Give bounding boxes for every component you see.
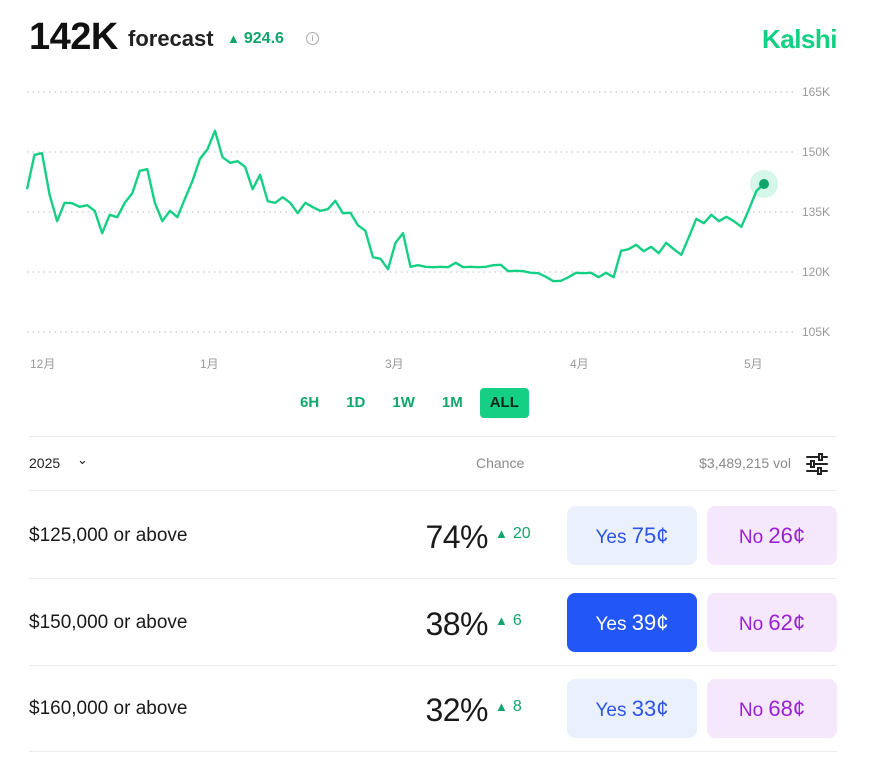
x-tick-label: 5月 [744, 357, 763, 371]
divider [29, 665, 837, 666]
x-tick-label: 12月 [30, 357, 55, 371]
markets-toolbar: 2025 ⌄ Chance $3,489,215 vol [29, 437, 837, 490]
time-range-selector: 6H 1D 1W 1M ALL [290, 388, 536, 418]
x-tick-label: 1月 [200, 357, 219, 371]
up-triangle-icon: ▲ [227, 31, 240, 46]
y-axis: 165K 150K 135K 120K 105K [802, 85, 830, 339]
yes-label: Yes [595, 614, 627, 635]
market-chance: 74% [425, 519, 488, 555]
price-chart[interactable]: 165K 150K 135K 120K 105K 12月 1月 3月 4月 5月 [0, 80, 871, 380]
market-change-value: 20 [512, 525, 531, 542]
market-label: $160,000 or above [29, 698, 188, 719]
y-tick-label: 135K [802, 205, 830, 219]
yes-price: 75¢ [631, 523, 669, 548]
market-row[interactable]: $150,000 or above 38% ▲ 6 Yes 39¢ No 62¢ [29, 578, 837, 664]
forecast-change: ▲ 924.6 [227, 30, 284, 48]
no-price: 68¢ [768, 696, 806, 721]
divider [29, 578, 837, 579]
no-label: No [738, 614, 764, 635]
y-tick-label: 165K [802, 85, 830, 99]
market-change: ▲ 6 [495, 612, 522, 630]
yes-label: Yes [595, 700, 627, 721]
filter-sliders-icon[interactable] [805, 452, 829, 476]
range-button-all[interactable]: ALL [479, 388, 529, 418]
market-label: $150,000 or above [29, 612, 188, 633]
buy-yes-button[interactable]: Yes 39¢ [567, 593, 697, 652]
header: 142K forecast ▲ 924.6 i Kalshi [29, 14, 838, 62]
buy-no-button[interactable]: No 68¢ [707, 679, 837, 738]
buy-yes-button[interactable]: Yes 33¢ [567, 679, 697, 738]
market-chance: 32% [425, 692, 488, 728]
yes-label: Yes [595, 527, 627, 548]
range-button-1m[interactable]: 1M [441, 394, 463, 411]
y-tick-label: 105K [802, 325, 830, 339]
brand-logo[interactable]: Kalshi [761, 24, 838, 54]
buy-no-button[interactable]: No 62¢ [707, 593, 837, 652]
market-change-value: 8 [512, 698, 522, 715]
no-price: 62¢ [768, 610, 806, 635]
forecast-change-value: 924.6 [243, 30, 284, 47]
x-axis: 12月 1月 3月 4月 5月 [30, 357, 763, 371]
y-tick-label: 150K [802, 145, 830, 159]
y-tick-label: 120K [802, 265, 830, 279]
forecast-label: forecast [128, 26, 214, 51]
market-row[interactable]: $160,000 or above 32% ▲ 8 Yes 33¢ No 68¢ [29, 664, 837, 750]
x-tick-label: 4月 [570, 357, 589, 371]
forecast-value: 142K [29, 16, 118, 58]
market-change-value: 6 [512, 612, 522, 629]
divider [29, 436, 837, 437]
chevron-down-icon[interactable]: ⌄ [77, 452, 88, 467]
yes-price: 33¢ [631, 696, 669, 721]
yes-price: 39¢ [631, 610, 669, 635]
market-label: $125,000 or above [29, 525, 188, 546]
x-tick-label: 3月 [385, 357, 404, 371]
market-row[interactable]: $125,000 or above 74% ▲ 20 Yes 75¢ No 26¢ [29, 491, 837, 577]
divider [29, 751, 837, 752]
chart-grid [27, 91, 795, 333]
buy-yes-button[interactable]: Yes 75¢ [567, 506, 697, 565]
up-triangle-icon: ▲ [495, 613, 508, 628]
up-triangle-icon: ▲ [495, 699, 508, 714]
market-chance: 38% [425, 606, 488, 642]
no-price: 26¢ [768, 523, 806, 548]
no-label: No [738, 700, 764, 721]
volume-total: $3,489,215 vol [699, 455, 791, 471]
divider [29, 490, 837, 491]
info-icon[interactable]: i [306, 32, 319, 45]
current-point[interactable] [759, 179, 769, 189]
range-button-1d[interactable]: 1D [346, 394, 366, 411]
up-triangle-icon: ▲ [495, 526, 508, 541]
series-line [25, 129, 765, 283]
range-button-6h[interactable]: 6H [300, 394, 320, 411]
market-change: ▲ 8 [495, 698, 522, 716]
market-change: ▲ 20 [495, 525, 531, 543]
buy-no-button[interactable]: No 26¢ [707, 506, 837, 565]
range-button-1w[interactable]: 1W [392, 394, 415, 411]
no-label: No [738, 527, 764, 548]
chance-header: Chance [476, 455, 525, 471]
year-select[interactable]: 2025 [29, 455, 61, 471]
